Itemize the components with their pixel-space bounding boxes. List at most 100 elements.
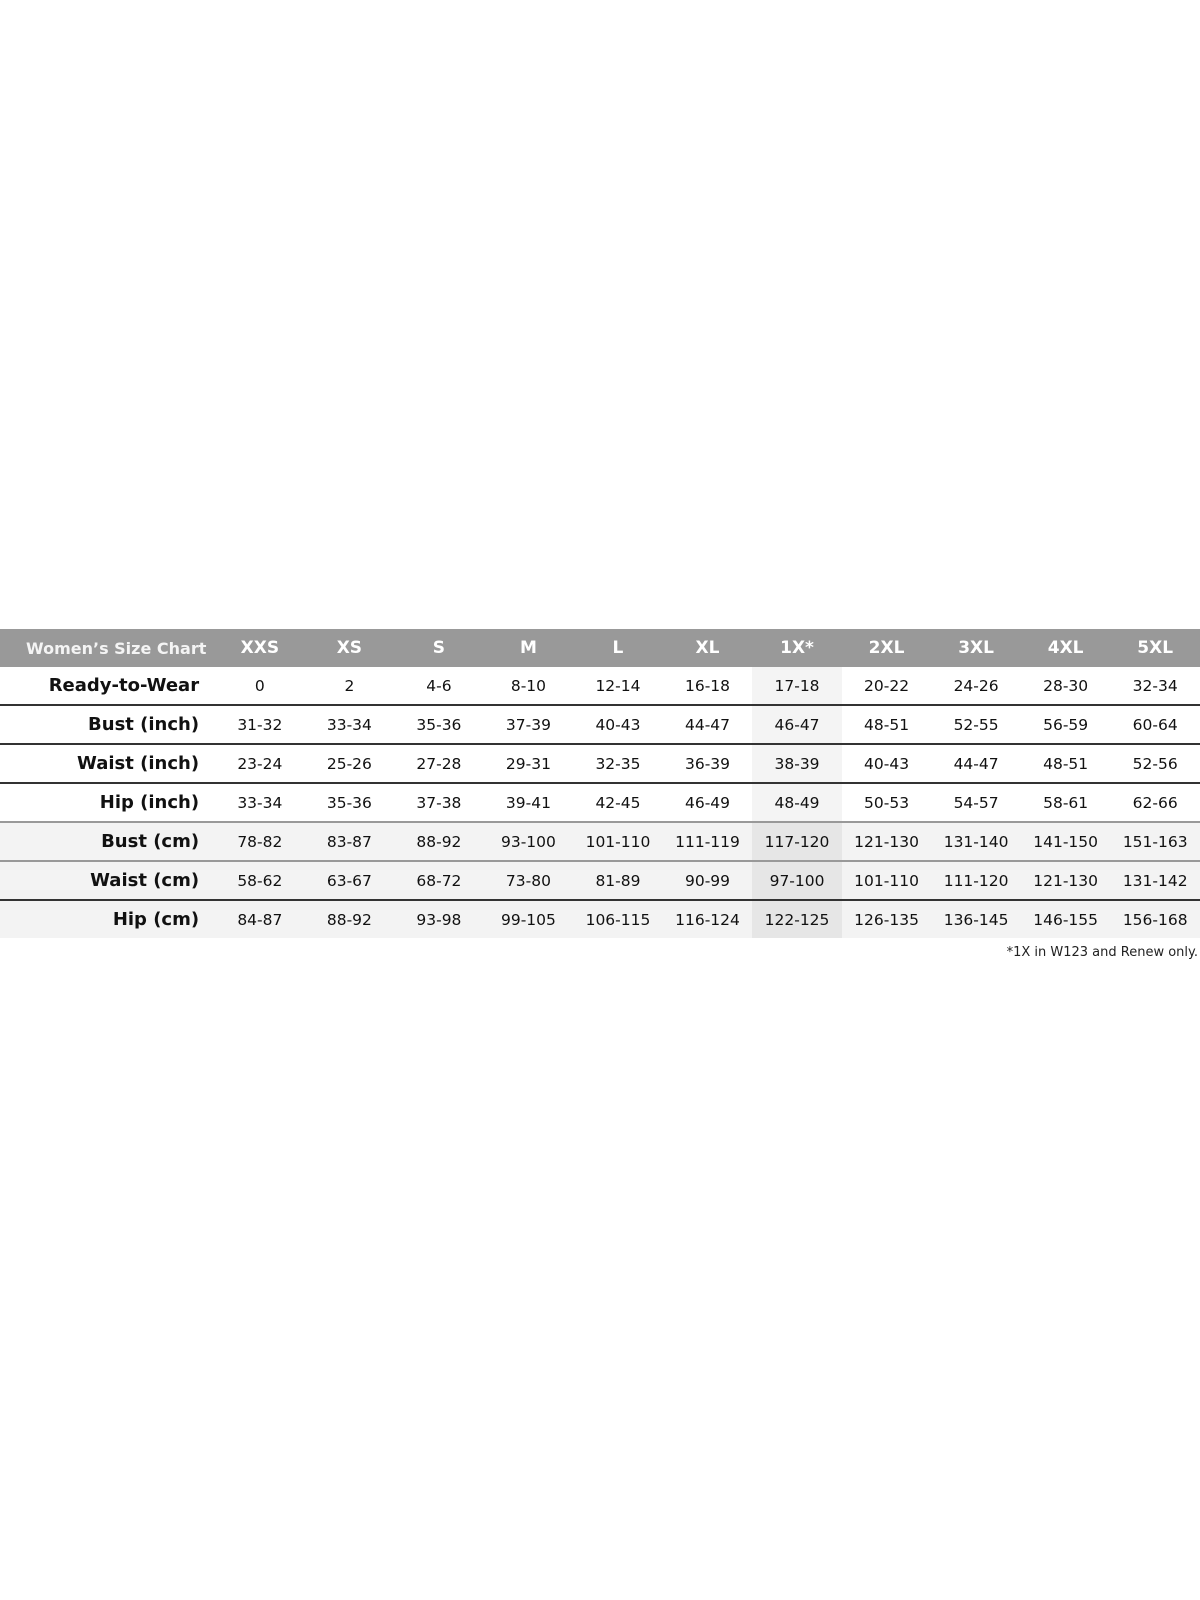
table-cell: 62-66 (1132, 793, 1178, 812)
table-cell: 50-53 (864, 793, 910, 812)
table-cell: 131-140 (943, 832, 1009, 851)
table-cell: 63-67 (326, 871, 372, 890)
column-header: 4XL (1020, 629, 1111, 667)
table-cell: 93-98 (416, 910, 462, 929)
column-header: XS (304, 629, 395, 667)
table-cell: 17-18 (752, 667, 842, 705)
footnote: *1X in W123 and Renew only. (1006, 945, 1198, 960)
table-cell: 16-18 (684, 676, 731, 695)
table-cell: 84-87 (237, 910, 283, 929)
table-cell: 48-51 (864, 715, 910, 734)
table-cell: 37-38 (416, 793, 462, 812)
table-cell: 23-24 (237, 754, 283, 773)
table-cell: 101-110 (585, 832, 651, 851)
table-cell: 121-130 (1033, 871, 1098, 890)
column-header: 5XL (1110, 629, 1200, 667)
table-cell: 54-57 (953, 793, 999, 812)
table-cell: 33-34 (326, 715, 372, 734)
table-cell: 156-168 (1122, 910, 1188, 929)
table-cell: 101-110 (854, 871, 919, 890)
size-chart-table: Women’s Size Chart XXS XS S M L XL 1X* 2XL 3XL 4X… (0, 629, 1200, 938)
table-cell: 37-39 (505, 715, 551, 734)
chart-title: Women’s Size Chart (0, 629, 216, 667)
table-cell: 151-163 (1122, 832, 1188, 851)
table-cell: 126-135 (854, 910, 919, 929)
table-cell: 48-49 (752, 783, 842, 822)
table-cell: 122-125 (752, 900, 842, 938)
table-cell: 36-39 (684, 754, 731, 773)
table-cell: 44-47 (953, 754, 999, 773)
table-cell: 56-59 (1043, 715, 1089, 734)
row-label: Hip (cm) (112, 909, 200, 930)
table-cell: 31-32 (237, 715, 283, 734)
table-cell: 33-34 (237, 793, 283, 812)
table-cell: 73-80 (505, 871, 551, 890)
table-cell: 2 (344, 676, 355, 695)
table-cell: 111-119 (675, 832, 740, 851)
table-cell: 20-22 (864, 676, 910, 695)
table-row: Hip (inch) 33-34 35-36 37-38 39-41 42-45 46-49… (0, 783, 1200, 822)
table-cell: 90-99 (684, 871, 731, 890)
row-label: Ready-to-Wear (48, 675, 200, 696)
header-row: Women’s Size Chart XXS XS S M L XL 1X* 2XL 3XL 4X… (0, 629, 1200, 667)
table-cell: 38-39 (752, 744, 842, 783)
table-cell: 81-89 (595, 871, 641, 890)
table-cell: 52-56 (1132, 754, 1178, 773)
table-row: Hip (cm) 84-87 88-92 93-98 99-105 106-115 116-… (0, 900, 1200, 938)
table-row: Bust (inch) 31-32 33-34 35-36 37-39 40-43 44-4… (0, 705, 1200, 744)
table-cell: 116-124 (675, 910, 740, 929)
table-cell: 136-145 (943, 910, 1009, 929)
table-cell: 0 (254, 676, 265, 695)
table-cell: 32-34 (1132, 676, 1178, 695)
table-cell: 4-6 (426, 676, 452, 695)
table-cell: 32-35 (595, 754, 641, 773)
table-cell: 52-55 (953, 715, 999, 734)
table-cell: 99-105 (500, 910, 556, 929)
row-label: Bust (cm) (101, 831, 200, 852)
table-cell: 40-43 (864, 754, 910, 773)
table-cell: 121-130 (854, 832, 919, 851)
table-cell: 44-47 (684, 715, 731, 734)
table-cell: 78-82 (237, 832, 283, 851)
column-header: M (483, 629, 574, 667)
column-header: L (573, 629, 663, 667)
row-label: Hip (inch) (99, 792, 200, 813)
table-cell: 27-28 (416, 754, 462, 773)
table-cell: 46-49 (684, 793, 731, 812)
table-cell: 93-100 (500, 832, 556, 851)
table-cell: 60-64 (1132, 715, 1178, 734)
table-cell: 46-47 (752, 705, 842, 744)
table-cell: 146-155 (1033, 910, 1098, 929)
table-cell: 28-30 (1043, 676, 1089, 695)
table-cell: 8-10 (510, 676, 547, 695)
table-row: Bust (cm) 78-82 83-87 88-92 93-100 101-110 111… (0, 822, 1200, 861)
table-cell: 97-100 (752, 861, 842, 900)
column-header: S (394, 629, 484, 667)
table-cell: 40-43 (595, 715, 641, 734)
column-header: 2XL (841, 629, 932, 667)
table-cell: 58-61 (1043, 793, 1089, 812)
table-row: Ready-to-Wear 0 2 4-6 8-10 12-14 16-18 17-18 20-… (0, 667, 1200, 705)
table-cell: 25-26 (326, 754, 372, 773)
table-cell: 24-26 (953, 676, 999, 695)
column-header: 1X* (752, 629, 842, 667)
table-cell: 117-120 (752, 822, 842, 861)
table-cell: 111-120 (943, 871, 1009, 890)
table-cell: 131-142 (1122, 871, 1188, 890)
row-label: Waist (inch) (77, 753, 200, 774)
row-label: Bust (inch) (88, 714, 200, 735)
table-cell: 68-72 (416, 871, 462, 890)
column-header: XXS (215, 629, 305, 667)
table-cell: 141-150 (1033, 832, 1098, 851)
table-cell: 83-87 (326, 832, 372, 851)
table-cell: 12-14 (595, 676, 641, 695)
table-cell: 42-45 (595, 793, 641, 812)
row-label: Waist (cm) (90, 870, 200, 891)
column-header: XL (662, 629, 753, 667)
table-cell: 58-62 (237, 871, 283, 890)
table-cell: 88-92 (326, 910, 372, 929)
table-cell: 29-31 (505, 754, 551, 773)
column-header: 3XL (931, 629, 1021, 667)
table-cell: 35-36 (416, 715, 462, 734)
table-row: Waist (inch) 23-24 25-26 27-28 29-31 32-35 36-… (0, 744, 1200, 783)
